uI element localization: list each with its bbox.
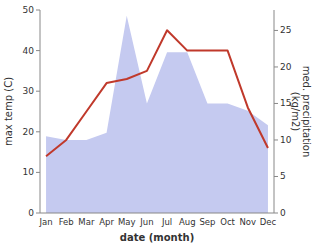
chart: 0 10 20 30 40 50 0 5 10 15 20 25 Jan Feb Mar Apr MayJun J… — [0, 0, 318, 247]
y2-tick-label: 25 — [280, 25, 291, 35]
x-tick-label: May — [118, 217, 136, 227]
y-tick — [36, 50, 40, 51]
y2-axis-line — [274, 10, 275, 213]
x-tick-label: Oct — [220, 217, 235, 227]
x-tick-label: Nov — [239, 217, 256, 227]
y2-tick-label: 20 — [280, 62, 292, 72]
y2-tick — [274, 30, 278, 31]
y-tick-label: 40 — [23, 46, 35, 56]
y2-tick — [274, 66, 278, 67]
y2-tick — [274, 103, 278, 104]
x-axis-title: date (month) — [120, 232, 194, 243]
y2-tick-label: 15 — [280, 98, 291, 108]
plot-area — [46, 16, 268, 213]
y-axis-title: max temp (C) — [3, 77, 14, 146]
y-tick — [36, 91, 40, 92]
temperature-line — [46, 30, 268, 156]
x-tick-label: Jun — [139, 217, 153, 227]
y2-tick — [274, 139, 278, 140]
x-tick-label: Mar — [78, 217, 95, 227]
x-tick-label: Feb — [59, 217, 74, 227]
y-tick — [36, 10, 40, 11]
y2-axis-title-line: (kg/m2) — [290, 92, 301, 132]
y-tick — [36, 213, 40, 214]
x-tick-label: Jan — [38, 217, 52, 227]
x-tick-label: Sep — [199, 217, 215, 227]
x-tick-label: Jul — [161, 217, 172, 227]
x-tick-label: Apr — [99, 217, 114, 227]
y-tick-label: 10 — [23, 167, 35, 177]
y2-axis-title: med. precipitation(kg/m2) — [290, 66, 312, 158]
y-axis-line — [40, 10, 41, 213]
y2-tick — [274, 213, 278, 214]
precipitation-area — [46, 16, 268, 213]
y2-tick-label: 0 — [280, 208, 286, 218]
x-tick-label: Aug — [179, 217, 196, 227]
y-tick-label: 50 — [23, 5, 35, 15]
x-axis-line — [40, 213, 274, 214]
y-tick — [36, 172, 40, 173]
y2-axis-title-line: med. precipitation — [301, 66, 312, 158]
y2-tick — [274, 176, 278, 177]
x-tick-label: Dec — [260, 217, 277, 227]
y2-tick-label: 5 — [280, 171, 286, 181]
y-tick-label: 0 — [28, 208, 34, 218]
y-tick — [36, 131, 40, 132]
y2-tick-label: 10 — [280, 135, 292, 145]
y-tick-label: 20 — [23, 127, 35, 137]
y-tick-label: 30 — [23, 86, 35, 96]
